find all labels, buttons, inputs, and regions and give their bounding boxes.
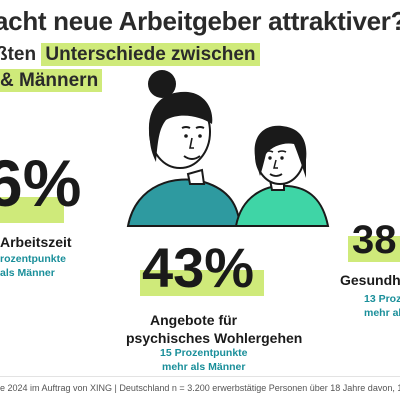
person-figure-icon xyxy=(234,125,330,227)
people-illustration xyxy=(126,70,330,227)
stat3-note-line2: mehr al xyxy=(364,307,400,319)
stat1-note-line1: rozentpunkte xyxy=(0,253,66,265)
stat3-value: 38 xyxy=(352,218,397,262)
footer-divider xyxy=(0,376,400,377)
subheadline-line1: ßten Unterschiede zwischen xyxy=(0,43,260,66)
footer-source: ie 2024 im Auftrag von XING | Deutschlan… xyxy=(0,383,400,393)
stat1-label: Arbeitszeit xyxy=(0,234,72,250)
woman-figure-icon xyxy=(126,70,242,227)
stat3-highlight-band xyxy=(348,236,400,262)
stat2-label-line1: Angebote für xyxy=(150,312,238,328)
stat1-highlight-band xyxy=(0,197,64,223)
stat2-note-line2: mehr als Männer xyxy=(162,361,246,373)
stat2-highlight-band xyxy=(140,270,264,296)
stat3-label: Gesundhe xyxy=(340,272,400,288)
subheadline-line2-highlight: & Männern xyxy=(0,69,103,92)
stat2-note-line1: 15 Prozentpunkte xyxy=(160,347,248,359)
subheadline-line2: & Männern xyxy=(0,69,103,92)
stat1-note-line2: als Männer xyxy=(0,267,55,279)
subheadline-prefix: ßten xyxy=(0,44,37,65)
stat2-label-line2: psychisches Wohlergehen xyxy=(126,330,303,346)
subheadline-highlight: Unterschiede zwischen xyxy=(41,43,260,66)
stat2-value: 43% xyxy=(142,236,255,299)
stat3-note-line1: 13 Prozen xyxy=(364,293,400,305)
headline: acht neue Arbeitgeber attraktiver? xyxy=(0,6,400,36)
stat1-value: 6% xyxy=(0,146,82,220)
